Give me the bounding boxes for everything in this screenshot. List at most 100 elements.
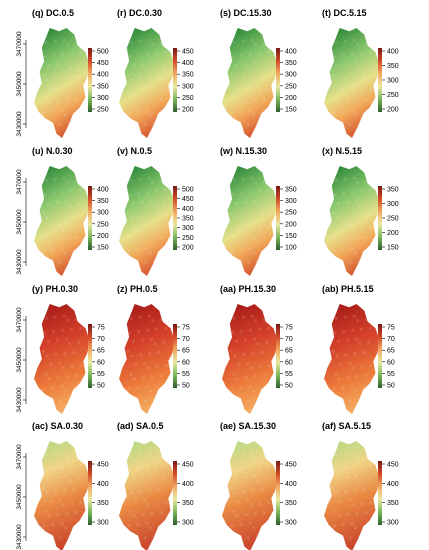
- map-texture: [246, 223, 250, 227]
- map-texture: [243, 338, 248, 342]
- map-texture: [161, 121, 165, 125]
- map-texture: [241, 177, 245, 181]
- map-texture: [352, 451, 356, 455]
- map-texture: [157, 388, 161, 392]
- map-texture: [151, 318, 155, 323]
- map-texture: [157, 74, 161, 78]
- map-texture: [148, 113, 152, 117]
- map-texture: [356, 455, 360, 460]
- legend-tick-label: 400: [285, 481, 297, 488]
- map-texture: [367, 202, 371, 207]
- map-texture: [146, 465, 150, 469]
- map-texture: [58, 85, 62, 89]
- map-texture: [353, 213, 357, 218]
- map-texture: [72, 525, 76, 529]
- y-axis-label: 3450000: [16, 347, 23, 373]
- map-texture: [262, 97, 266, 102]
- legend-tick-label: 75: [97, 325, 105, 332]
- map-texture: [249, 366, 253, 370]
- map-texture: [63, 113, 67, 117]
- map-texture: [339, 400, 343, 404]
- legend-tick-label: 55: [285, 371, 293, 378]
- map-texture: [62, 451, 66, 455]
- legend-tick-label: 200: [97, 233, 109, 240]
- map-texture: [254, 455, 258, 460]
- map-texture: [355, 511, 359, 516]
- map-texture: [74, 510, 78, 515]
- map-texture: [69, 327, 74, 331]
- map-texture: [41, 349, 46, 353]
- map-texture: [126, 73, 131, 77]
- map-texture: [355, 375, 359, 379]
- map-texture: [239, 523, 243, 527]
- map-texture: [68, 204, 72, 208]
- map-texture: [332, 249, 336, 253]
- map-texture: [232, 178, 236, 182]
- map-texture: [152, 122, 156, 126]
- map-texture: [251, 113, 255, 117]
- map-texture: [138, 39, 142, 43]
- legend-tick-label: 300: [285, 72, 297, 79]
- map-texture: [62, 176, 66, 180]
- map-texture: [77, 202, 81, 207]
- map-texture: [239, 248, 243, 252]
- map-texture: [69, 464, 74, 468]
- map-texture: [246, 123, 250, 127]
- map-texture: [157, 250, 161, 254]
- map-texture: [129, 509, 133, 513]
- legend-tick-label: 250: [97, 221, 109, 228]
- map-texture: [44, 453, 48, 457]
- map-texture: [348, 123, 352, 127]
- map-panel: (aa) PH.15.30 75 70 65 60 55 50: [220, 284, 293, 414]
- map-texture: [66, 180, 70, 185]
- legend-tick-label: 65: [182, 348, 190, 355]
- map-texture: [130, 216, 134, 220]
- map-texture: [266, 50, 271, 54]
- map-texture: [76, 534, 80, 538]
- map-texture: [149, 337, 154, 341]
- map-texture: [343, 315, 347, 319]
- legend-tick-label: 450: [182, 196, 194, 203]
- map-texture: [65, 511, 69, 516]
- map-texture: [242, 490, 246, 494]
- map-texture: [145, 384, 149, 389]
- map-texture: [235, 239, 239, 243]
- legend-tick-label: 450: [182, 462, 194, 469]
- map-texture: [237, 262, 241, 266]
- map-texture: [49, 224, 53, 229]
- map-texture: [228, 169, 232, 174]
- panel-grid: (q) DC.0.5 500 450 400 350 300 250 3470000 34500…: [16, 8, 399, 550]
- map-texture: [337, 339, 341, 343]
- map-texture: [58, 261, 62, 265]
- map-texture: [331, 73, 336, 77]
- map-texture: [128, 55, 132, 59]
- map-texture: [345, 62, 350, 66]
- watershed-map: [34, 304, 90, 414]
- legend-tick-label: 400: [182, 481, 194, 488]
- map-texture: [58, 498, 62, 502]
- color-legend-bar: [173, 461, 177, 525]
- map-texture: [162, 64, 166, 69]
- map-texture: [75, 317, 79, 321]
- color-legend-bar: [276, 48, 280, 112]
- legend-tick-label: 50: [387, 383, 395, 390]
- map-texture: [231, 55, 235, 59]
- legend-tick-label: 200: [182, 245, 194, 252]
- map-texture: [148, 75, 152, 80]
- legend-tick-label: 150: [97, 245, 109, 252]
- map-texture: [255, 398, 259, 402]
- map-texture: [251, 351, 255, 356]
- map-texture: [263, 41, 267, 46]
- legend-tick-label: 400: [97, 72, 109, 79]
- map-texture: [134, 537, 138, 541]
- map-texture: [146, 366, 150, 370]
- map-panel: (r) DC.0.30 450 400 350 300 250 200: [117, 8, 194, 138]
- map-texture: [155, 227, 159, 231]
- map-texture: [140, 62, 145, 66]
- map-texture: [63, 488, 67, 493]
- legend-tick-label: 450: [387, 462, 399, 469]
- map-texture: [47, 476, 51, 480]
- map-texture: [70, 365, 74, 369]
- map-texture: [335, 78, 339, 82]
- map-texture: [263, 179, 267, 183]
